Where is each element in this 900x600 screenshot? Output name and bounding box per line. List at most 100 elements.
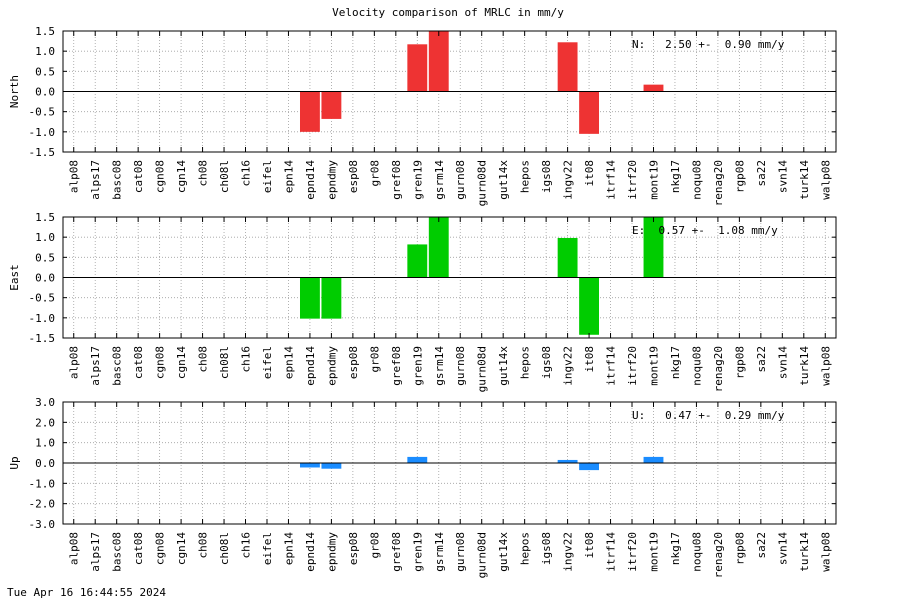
x-tick-label: nkg17	[669, 532, 682, 565]
x-tick-label: it08	[583, 346, 596, 373]
x-tick-label: gut14x	[497, 160, 510, 200]
bar-mont19	[643, 84, 664, 92]
x-tick-label: walp08	[819, 346, 832, 386]
y-tick-label: 2.0	[35, 416, 55, 429]
x-tick-label: epnd14	[304, 346, 317, 386]
x-tick-label: svn14	[776, 346, 789, 379]
x-tick-label: ch08l	[218, 160, 231, 193]
x-tick-label: gurn08	[454, 160, 467, 200]
y-tick-label: -1.0	[29, 126, 56, 139]
stats-annotation: U: 0.47 +- 0.29 mm/y	[632, 409, 785, 422]
x-tick-label: sa22	[755, 532, 768, 559]
x-tick-label: epnd14	[304, 532, 317, 572]
bar-epnd14	[299, 463, 320, 468]
x-tick-label: walp08	[819, 532, 832, 572]
chart-title: Velocity comparison of MRLC in mm/y	[332, 6, 564, 19]
y-tick-label: 0.0	[35, 272, 55, 285]
y-tick-label: 1.0	[35, 437, 55, 450]
x-tick-label: epn14	[282, 160, 295, 193]
x-tick-label: gren19	[411, 532, 424, 572]
x-tick-label: ch08	[197, 532, 210, 559]
x-tick-label: turk14	[798, 160, 811, 200]
x-tick-label: it08	[583, 532, 596, 559]
y-tick-label: 1.5	[35, 211, 55, 224]
x-tick-label: alp08	[68, 346, 81, 379]
x-tick-label: gurn08d	[476, 160, 489, 206]
x-tick-label: noqu08	[690, 160, 703, 200]
x-tick-label: gurn08d	[476, 532, 489, 578]
y-tick-label: -1.5	[29, 146, 56, 159]
x-tick-label: itrf20	[626, 160, 639, 200]
x-tick-label: turk14	[798, 346, 811, 386]
x-tick-label: epndmy	[325, 532, 338, 572]
y-tick-label: -1.0	[29, 477, 56, 490]
x-tick-label: sa22	[755, 160, 768, 187]
y-tick-label: 0.0	[35, 457, 55, 470]
x-tick-label: igs08	[540, 346, 553, 379]
y-axis-label: North	[8, 75, 21, 108]
x-tick-label: gr08	[368, 160, 381, 187]
bar-it08	[579, 91, 600, 134]
x-tick-label: svn14	[776, 160, 789, 193]
x-tick-label: cat08	[132, 346, 145, 379]
bar-gren19	[407, 44, 428, 92]
x-tick-label: eifel	[261, 160, 274, 193]
x-tick-label: rgp08	[733, 160, 746, 193]
bar-epndmy	[321, 463, 342, 469]
x-tick-label: ch16	[240, 160, 253, 187]
x-tick-label: ingv22	[562, 346, 575, 386]
x-tick-label: gr08	[368, 532, 381, 559]
plot-border	[62, 216, 837, 339]
bar-epnd14	[299, 91, 320, 132]
x-tick-label: gref08	[390, 346, 403, 386]
x-tick-label: itrf14	[605, 532, 618, 572]
y-tick-label: -0.5	[29, 106, 56, 119]
x-tick-label: esp08	[347, 160, 360, 193]
y-tick-label: 0.0	[35, 86, 55, 99]
x-tick-label: cgn08	[154, 346, 167, 379]
x-tick-label: ch16	[240, 346, 253, 373]
x-tick-label: renag20	[712, 160, 725, 206]
x-tick-label: ch16	[240, 532, 253, 559]
x-tick-label: gref08	[390, 532, 403, 572]
bar-gsrm14	[428, 31, 449, 92]
x-tick-label: svn14	[776, 532, 789, 565]
panel-up: 3.0 2.0 1.0 0.0 -1.0 -2.0 -3.0 alp08 alps17 basc0…	[8, 396, 837, 578]
bar-it08	[579, 463, 600, 471]
x-tick-label: cgn14	[175, 532, 188, 565]
x-tick-label: epn14	[282, 532, 295, 565]
bar-gsrm14	[428, 217, 449, 278]
y-tick-label: -3.0	[29, 518, 56, 531]
y-tick-label: 0.5	[35, 65, 55, 78]
x-tick-label: eifel	[261, 346, 274, 379]
x-tick-label: gut14x	[497, 346, 510, 386]
x-tick-label: alps17	[89, 346, 102, 386]
x-tick-label: itrf14	[605, 160, 618, 200]
bar-epndmy	[321, 277, 342, 319]
x-tick-label: epn14	[282, 346, 295, 379]
x-tick-label: eifel	[261, 532, 274, 565]
x-tick-label: renag20	[712, 532, 725, 578]
timestamp-footer: Tue Apr 16 16:44:55 2024	[7, 586, 166, 599]
x-tick-label: alps17	[89, 532, 102, 572]
stats-annotation: N: 2.50 +- 0.90 mm/y	[632, 38, 785, 51]
x-tick-label: rgp08	[733, 532, 746, 565]
x-tick-label: basc08	[111, 532, 124, 572]
x-tick-label: epndmy	[325, 346, 338, 386]
x-tick-label: turk14	[798, 532, 811, 572]
x-tick-label: nkg17	[669, 346, 682, 379]
x-tick-label: gren19	[411, 346, 424, 386]
x-tick-label: itrf20	[626, 532, 639, 572]
panel-east: 1.5 1.0 0.5 0.0 -0.5 -1.0 -1.5 alp08 alps17 basc0…	[8, 211, 837, 392]
x-tick-label: alps17	[89, 160, 102, 200]
x-tick-label: epnd14	[304, 160, 317, 200]
x-tick-label: cat08	[132, 160, 145, 193]
x-tick-label: walp08	[819, 160, 832, 200]
x-tick-label: ingv22	[562, 532, 575, 572]
x-tick-label: igs08	[540, 160, 553, 193]
x-tick-label: ch08l	[218, 532, 231, 565]
bar-mont19	[643, 456, 664, 463]
y-tick-label: 1.0	[35, 45, 55, 58]
x-tick-label: mont19	[647, 160, 660, 200]
